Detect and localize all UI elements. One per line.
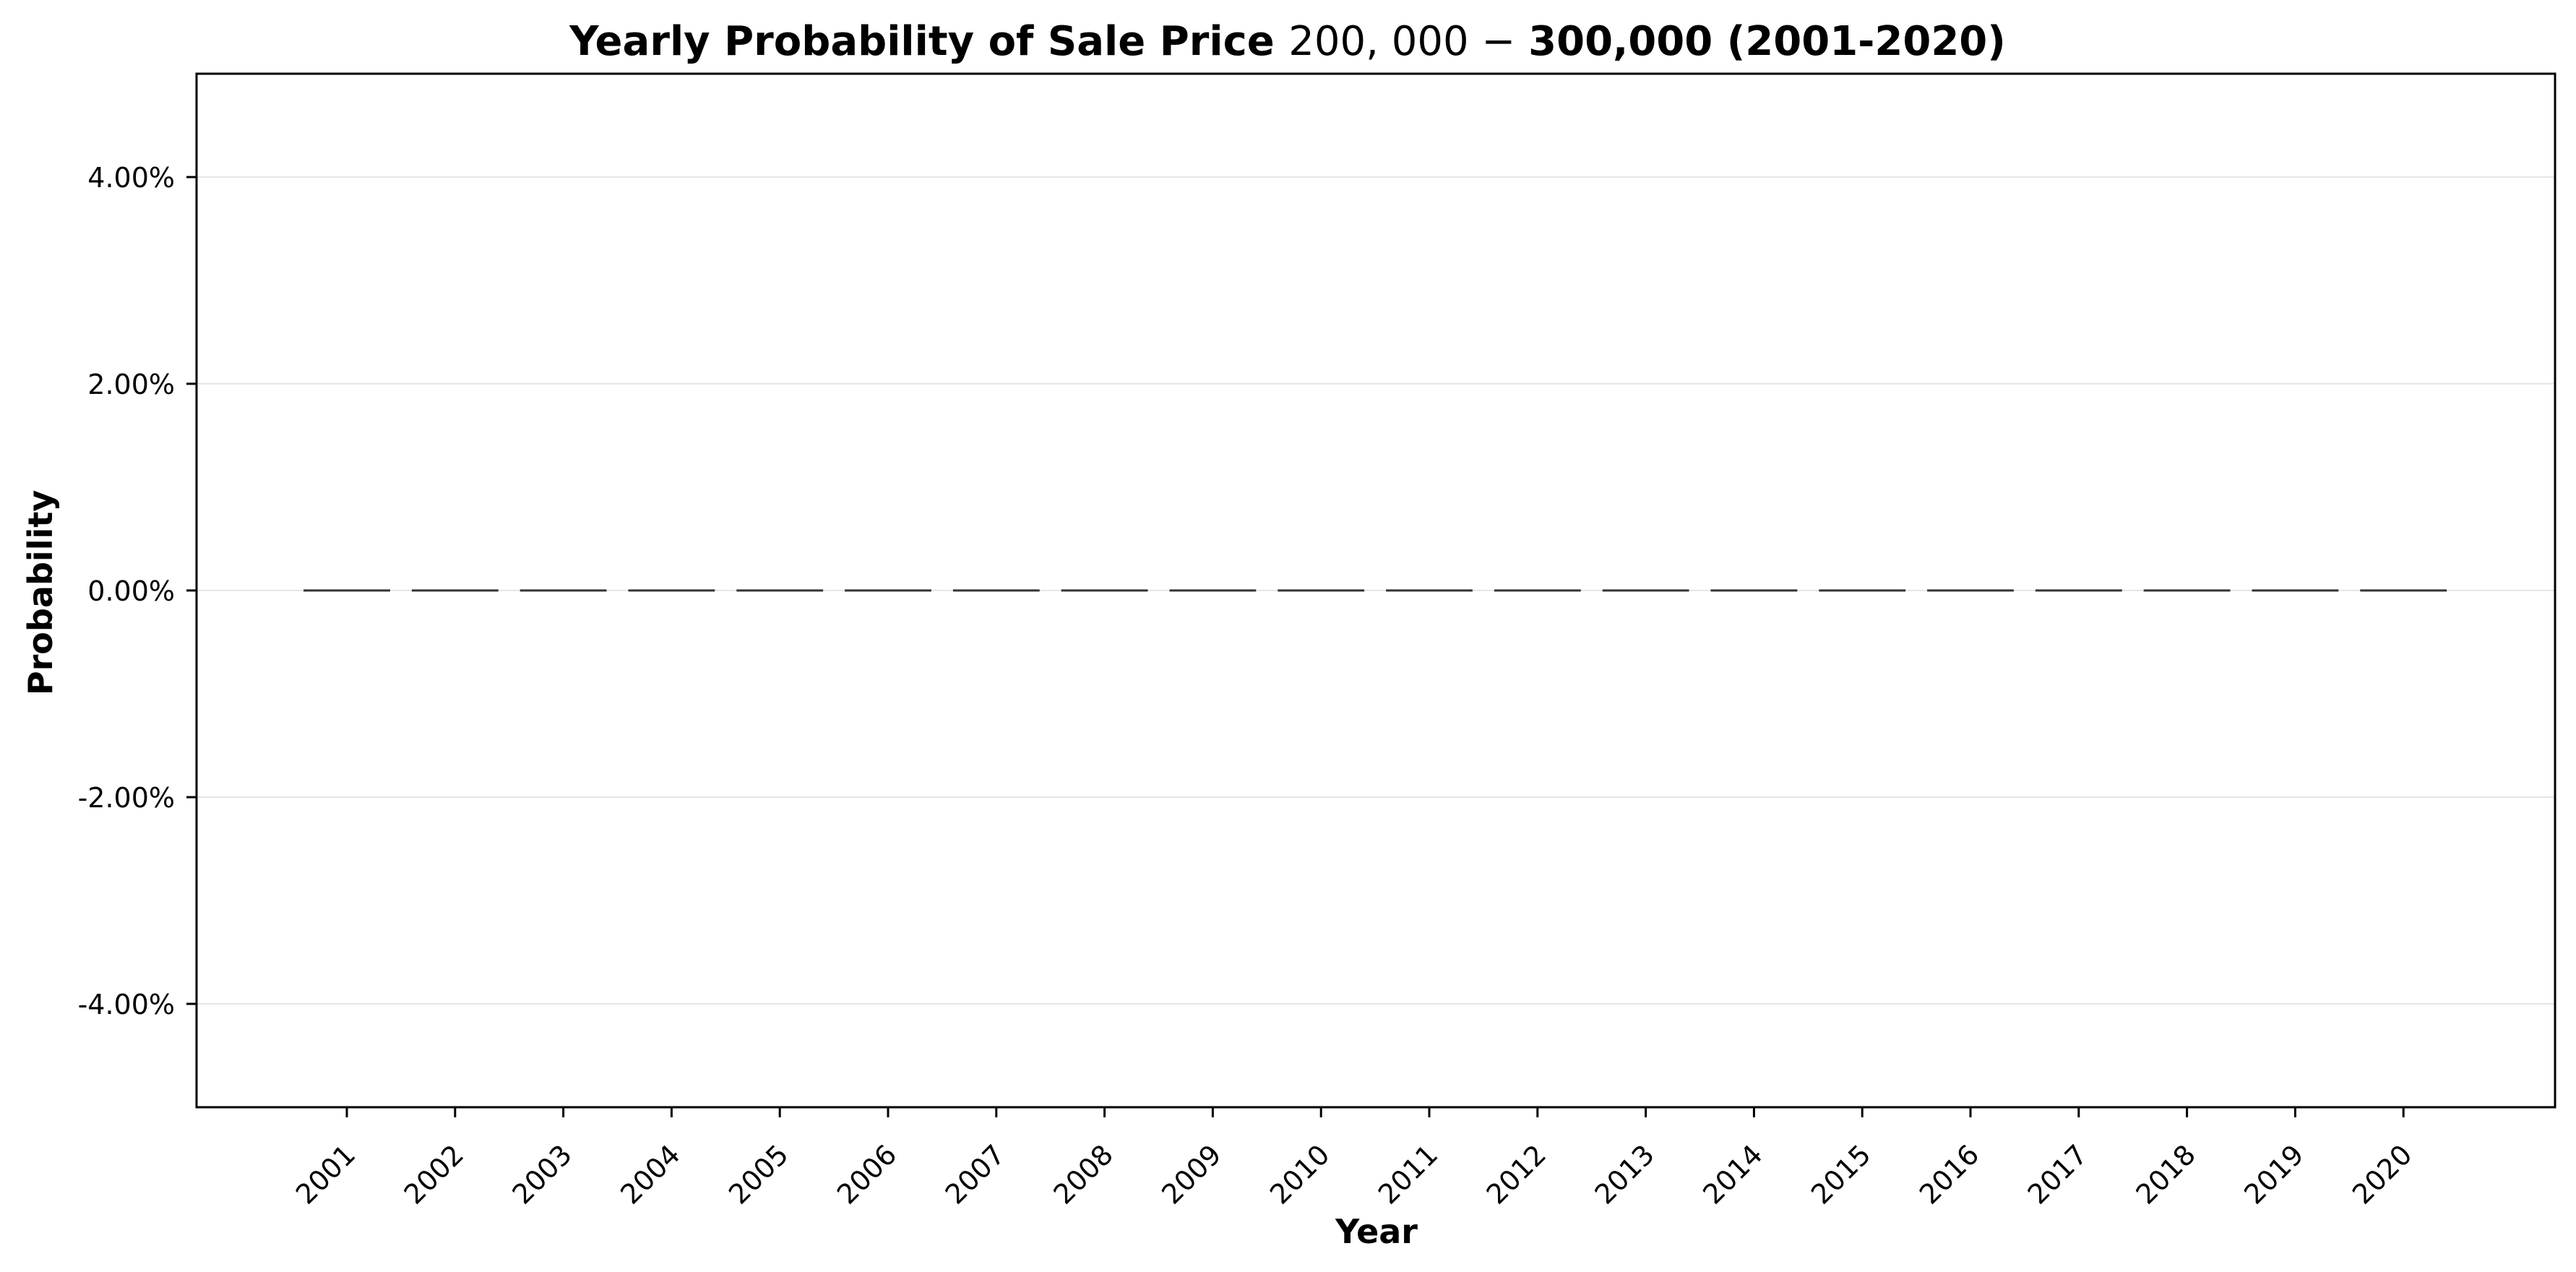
y-axis: -4.00% -2.00% 0.00% 2.00% 4.00%: [78, 162, 197, 1020]
y-tick-label: 2.00%: [87, 369, 175, 400]
x-tick-label: 2015: [1805, 1138, 1877, 1211]
x-tick-label: 2009: [1155, 1138, 1228, 1211]
chart-title-math: 200, 000 −: [1288, 18, 1528, 65]
x-tick-label: 2004: [614, 1138, 686, 1211]
x-tick-label: 2006: [831, 1138, 903, 1211]
x-tick-label: 2018: [2129, 1138, 2202, 1211]
y-tick-label: -4.00%: [78, 989, 175, 1020]
plot-frame: [195, 72, 2556, 1109]
chart-title-suffix: 300,000 (2001-2020): [1528, 18, 2006, 65]
x-axis: 2001 2002 2003 2004 2005 2006 2007 2008 2009 2010…: [290, 1107, 2418, 1211]
x-tick-label: 2008: [1047, 1138, 1119, 1211]
x-tick-label: 2014: [1697, 1138, 1769, 1211]
x-tick-label: 2012: [1481, 1138, 1553, 1211]
x-tick-label: 2011: [1372, 1138, 1444, 1211]
x-axis-label: Year: [1335, 1212, 1418, 1251]
x-tick-label: 2005: [723, 1138, 795, 1211]
x-tick-label: 2017: [2022, 1138, 2094, 1211]
chart-title: Yearly Probability of Sale Price 200, 00…: [569, 18, 2006, 65]
y-tick-label: -2.00%: [78, 782, 175, 814]
x-tick-label: 2019: [2238, 1138, 2310, 1211]
x-tick-label: 2001: [290, 1138, 362, 1211]
x-tick-label: 2016: [1913, 1138, 1986, 1211]
x-tick-label: 2003: [506, 1138, 578, 1211]
x-tick-label: 2013: [1588, 1138, 1660, 1211]
chart-title-prefix: Yearly Probability of Sale Price: [569, 18, 1288, 65]
y-axis-label: Probability: [21, 490, 60, 695]
y-tick-label: 4.00%: [87, 162, 175, 194]
x-tick-label: 2002: [398, 1138, 470, 1211]
x-tick-label: 2010: [1264, 1138, 1336, 1211]
x-tick-label: 2007: [939, 1138, 1012, 1211]
x-tick-label: 2020: [2346, 1138, 2418, 1211]
y-tick-label: 0.00%: [87, 575, 175, 607]
